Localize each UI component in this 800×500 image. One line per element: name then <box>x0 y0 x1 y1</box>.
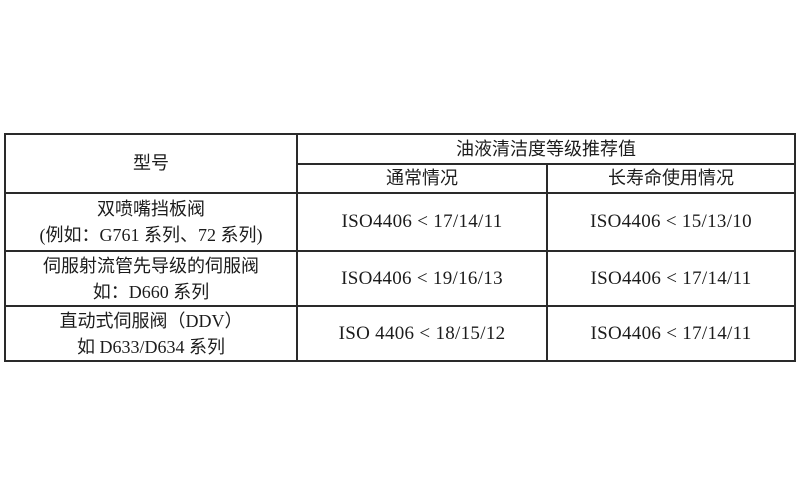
model-series: 如 D633/D634 系列 <box>77 336 225 357</box>
table-row: 直动式伺服阀（DDV） 如 D633/D634 系列 ISO 4406 < 18… <box>4 305 796 362</box>
model-cell-jet-pipe-pilot-valve: 伺服射流管先导级的伺服阀 如：D660 系列 <box>4 250 298 307</box>
model-cell-double-nozzle-valve: 双喷嘴挡板阀 (例如：G761 系列、72 系列) <box>4 192 298 252</box>
iso-value-longlife: ISO4406 < 17/14/11 <box>546 305 796 362</box>
table-row: 伺服射流管先导级的伺服阀 如：D660 系列 ISO4406 < 19/16/1… <box>4 250 796 307</box>
oil-cleanliness-table: 型号 油液清洁度等级推荐值 通常情况 长寿命使用情况 双喷嘴挡板阀 (例如：G7… <box>4 133 796 362</box>
header-cell-longlife-case: 长寿命使用情况 <box>546 163 796 194</box>
iso-value-normal: ISO4406 < 19/16/13 <box>296 250 548 307</box>
header-cell-group-title: 油液清洁度等级推荐值 <box>296 133 796 165</box>
header-cell-normal-case: 通常情况 <box>296 163 548 194</box>
model-series: (例如：G761 系列、72 系列) <box>39 225 263 245</box>
model-name: 伺服射流管先导级的伺服阀 <box>43 255 259 276</box>
model-name: 双喷嘴挡板阀 <box>97 199 205 219</box>
table-header-row-1: 型号 油液清洁度等级推荐值 <box>4 133 796 194</box>
model-series: 如：D660 系列 <box>92 281 210 302</box>
table-header-row-2: 通常情况 长寿命使用情况 <box>5 163 796 194</box>
iso-value-normal: ISO4406 < 17/14/11 <box>296 192 548 252</box>
table-row: 双喷嘴挡板阀 (例如：G761 系列、72 系列) ISO4406 < 17/1… <box>4 192 796 252</box>
model-cell-direct-drive-valve: 直动式伺服阀（DDV） 如 D633/D634 系列 <box>4 305 298 362</box>
model-name: 直动式伺服阀（DDV） <box>59 310 243 331</box>
iso-value-normal: ISO 4406 < 18/15/12 <box>296 305 548 362</box>
iso-value-longlife: ISO4406 < 15/13/10 <box>546 192 796 252</box>
header-cell-model: 型号 <box>4 133 298 194</box>
iso-value-longlife: ISO4406 < 17/14/11 <box>546 250 796 307</box>
